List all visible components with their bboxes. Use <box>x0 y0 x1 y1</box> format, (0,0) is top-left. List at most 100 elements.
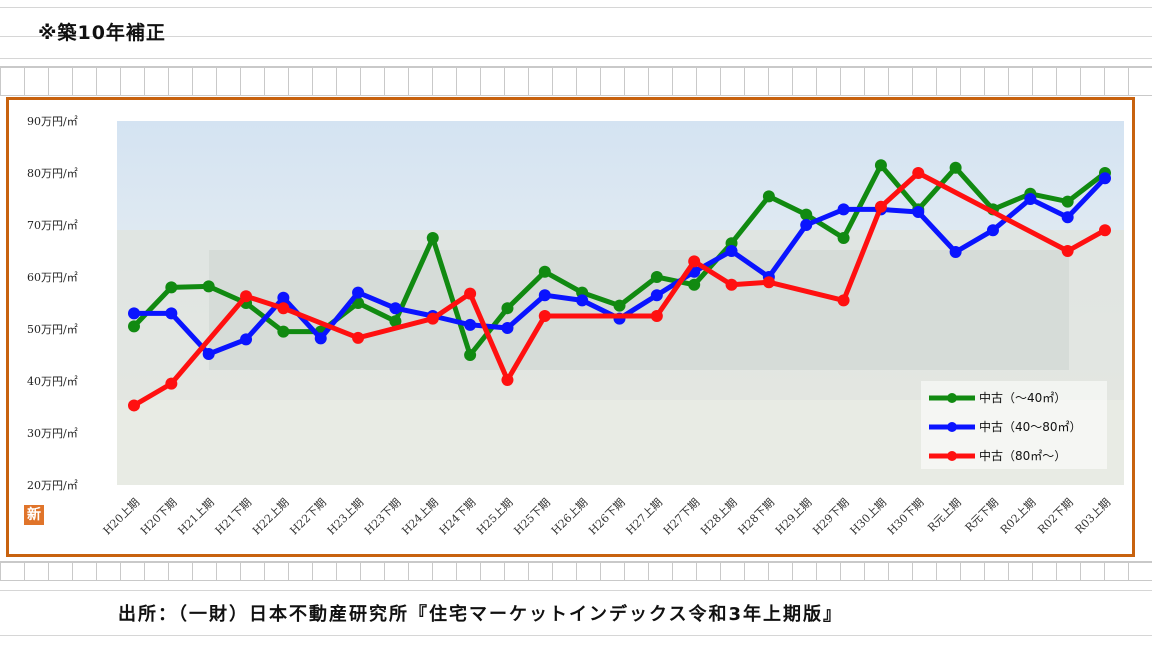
y-tick-label-3: 60万円/㎡ <box>27 271 78 284</box>
data-point-1-3 <box>240 333 253 346</box>
data-point-1-9 <box>464 318 477 331</box>
data-point-2-4 <box>277 302 290 315</box>
chart-frame: 90万円/㎡ 80万円/㎡ 70万円/㎡ 60万円/㎡ 50万円/㎡ 40万円/㎡ 30万円… <box>6 97 1135 557</box>
data-point-2-14 <box>650 310 663 322</box>
x-tick-label-2: H21上期 <box>175 496 216 537</box>
legend-marker-0 <box>947 393 957 403</box>
x-tick-label-20: H30上期 <box>848 496 889 537</box>
data-point-0-4 <box>277 325 290 338</box>
data-point-1-11 <box>538 289 551 302</box>
y-axis: 90万円/㎡ 80万円/㎡ 70万円/㎡ 60万円/㎡ 50万円/㎡ 40万円/㎡ 30万円… <box>27 115 78 492</box>
data-point-1-21 <box>912 206 925 218</box>
legend-marker-1 <box>947 422 957 432</box>
x-tick-label-15: H27下期 <box>661 496 702 537</box>
data-point-2-10 <box>501 373 514 386</box>
data-point-2-3 <box>240 290 253 303</box>
x-tick-label-5: H22下期 <box>287 496 328 537</box>
data-point-1-5 <box>314 332 327 345</box>
line-chart: 90万円/㎡ 80万円/㎡ 70万円/㎡ 60万円/㎡ 50万円/㎡ 40万円/㎡ 30万円… <box>27 115 1124 537</box>
data-point-0-25 <box>1061 195 1074 208</box>
x-tick-label-13: H26下期 <box>586 496 627 537</box>
x-tick-label-24: R02上期 <box>998 496 1039 537</box>
data-point-1-12 <box>576 294 589 307</box>
data-point-1-23 <box>986 224 999 237</box>
x-tick-label-7: H23下期 <box>362 496 403 537</box>
data-point-1-10 <box>501 321 514 334</box>
data-point-1-22 <box>949 246 962 259</box>
data-point-1-2 <box>202 347 215 360</box>
data-point-0-2 <box>202 280 215 293</box>
y-tick-label-2: 70万円/㎡ <box>27 219 78 232</box>
data-point-2-26 <box>1099 224 1111 237</box>
y-tick-label-0: 90万円/㎡ <box>27 115 78 128</box>
data-point-2-6 <box>352 331 365 344</box>
data-point-2-11 <box>538 310 551 322</box>
data-point-0-0 <box>128 320 140 333</box>
data-point-2-21 <box>912 167 925 179</box>
legend-label-2: 中古（80㎡～） <box>979 448 1066 463</box>
data-point-1-0 <box>128 307 140 320</box>
data-point-1-16 <box>725 245 738 257</box>
x-tick-label-25: R02下期 <box>1035 496 1076 537</box>
x-tick-label-6: H23上期 <box>325 496 366 537</box>
data-point-2-19 <box>837 294 850 307</box>
x-tick-label-18: H29上期 <box>773 496 814 537</box>
data-point-1-4 <box>277 291 290 304</box>
x-tick-label-1: H20下期 <box>138 496 179 537</box>
x-tick-label-10: H25上期 <box>474 496 515 537</box>
page-heading: ※築10年補正 <box>38 22 166 44</box>
data-point-1-6 <box>352 286 365 299</box>
data-point-2-16 <box>725 278 738 291</box>
data-point-0-13 <box>613 299 626 312</box>
data-point-1-18 <box>800 219 813 231</box>
x-tick-label-17: H28下期 <box>736 496 777 537</box>
data-point-0-10 <box>501 302 514 315</box>
new-badge-icon: 新 <box>24 505 44 525</box>
x-tick-label-9: H24下期 <box>437 496 478 537</box>
data-point-0-9 <box>464 349 477 361</box>
x-tick-label-22: R元上期 <box>925 496 963 534</box>
series-2 <box>128 167 1111 412</box>
data-point-0-18 <box>800 208 813 221</box>
data-point-1-25 <box>1061 211 1074 224</box>
data-point-2-8 <box>426 312 439 325</box>
x-tick-label-0: H20上期 <box>101 496 142 537</box>
data-point-0-15 <box>688 278 701 291</box>
x-tick-label-16: H28上期 <box>698 496 739 537</box>
data-point-1-19 <box>837 203 850 216</box>
building-block <box>209 250 1069 370</box>
x-tick-label-26: R03上期 <box>1073 496 1114 537</box>
series-line-2 <box>132 170 1107 408</box>
x-tick-label-14: H27上期 <box>624 496 665 537</box>
x-tick-label-19: H29下期 <box>810 496 851 537</box>
x-tick-label-4: H22上期 <box>250 496 291 537</box>
legend-label-0: 中古（～40㎡） <box>979 390 1066 405</box>
y-tick-label-7: 20万円/㎡ <box>27 479 78 492</box>
data-point-2-17 <box>762 276 775 289</box>
x-tick-label-12: H26上期 <box>549 496 590 537</box>
grid-band-bottom <box>0 561 1152 581</box>
data-point-0-11 <box>538 265 551 278</box>
x-tick-label-8: H24上期 <box>399 496 440 537</box>
source-caption: 出所：（一財）日本不動産研究所『住宅マーケットインデックス令和3年上期版』 <box>118 604 843 625</box>
data-point-0-22 <box>949 161 962 174</box>
data-point-2-15 <box>688 255 701 268</box>
legend: 中古（～40㎡） 中古（40～80㎡） 中古（80㎡～） <box>921 381 1107 469</box>
y-tick-label-5: 40万円/㎡ <box>27 375 78 388</box>
y-tick-label-6: 30万円/㎡ <box>27 427 78 440</box>
x-axis: H20上期H20下期H21上期H21下期H22上期H22下期H23上期H23下期… <box>101 496 1113 537</box>
x-tick-label-23: R元下期 <box>963 496 1001 534</box>
data-point-0-20 <box>874 159 887 172</box>
data-point-2-9 <box>464 287 477 300</box>
data-point-0-19 <box>837 232 850 244</box>
y-tick-label-4: 50万円/㎡ <box>27 323 78 336</box>
y-tick-label-1: 80万円/㎡ <box>27 167 78 180</box>
data-point-0-17 <box>762 190 775 203</box>
x-tick-label-3: H21下期 <box>213 496 254 537</box>
legend-label-1: 中古（40～80㎡） <box>979 419 1082 434</box>
data-point-0-8 <box>426 232 439 244</box>
data-point-2-20 <box>874 200 887 213</box>
data-point-2-25 <box>1061 245 1074 257</box>
data-point-1-24 <box>1024 193 1037 205</box>
data-point-1-14 <box>650 289 663 302</box>
